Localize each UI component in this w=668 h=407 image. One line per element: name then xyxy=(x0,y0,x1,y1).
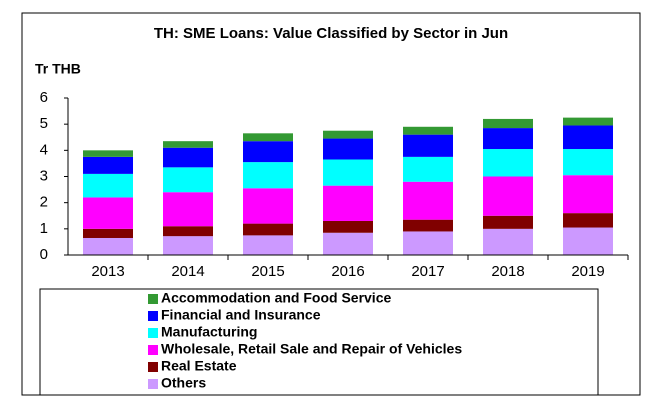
bar-segment xyxy=(243,188,293,224)
legend-label: Financial and Insurance xyxy=(161,307,321,323)
y-tick-label: 1 xyxy=(40,220,48,237)
bar-segment xyxy=(83,150,133,157)
bar-segment xyxy=(163,167,213,193)
bar-segment xyxy=(483,128,533,150)
bar-segment xyxy=(563,125,613,150)
bar-segment xyxy=(483,176,533,216)
bar-segment xyxy=(403,181,453,220)
bar-segment xyxy=(403,134,453,157)
bar-segment xyxy=(403,219,453,232)
bar-segment xyxy=(403,126,453,135)
bar-segment xyxy=(243,162,293,189)
bar-segment xyxy=(483,215,533,229)
bar-segment xyxy=(163,141,213,148)
bar-segment xyxy=(483,228,533,255)
bar-segment xyxy=(83,197,133,229)
y-tick-label: 0 xyxy=(40,246,48,263)
x-tick-label: 2018 xyxy=(491,263,524,280)
y-axis-label: Tr THB xyxy=(35,61,81,77)
legend-label: Real Estate xyxy=(161,358,237,374)
bar-segment xyxy=(563,149,613,176)
legend-swatch xyxy=(148,362,158,372)
bar-segment xyxy=(323,159,373,186)
bar-segment xyxy=(243,133,293,142)
x-tick-label: 2017 xyxy=(411,263,444,280)
bar-segment xyxy=(83,228,133,238)
legend-label: Others xyxy=(161,375,206,391)
legend-label: Manufacturing xyxy=(161,324,257,340)
bar-segment xyxy=(563,117,613,126)
legend-swatch xyxy=(148,294,158,304)
bar-segment xyxy=(323,138,373,160)
bar-segment xyxy=(563,227,613,255)
y-tick-label: 3 xyxy=(40,167,48,184)
x-tick-label: 2013 xyxy=(91,263,124,280)
bar-segment xyxy=(163,147,213,168)
bar-segment xyxy=(83,173,133,198)
bar-segment xyxy=(83,237,133,255)
x-tick-label: 2015 xyxy=(251,263,284,280)
x-tick-label: 2014 xyxy=(171,263,204,280)
legend-swatch xyxy=(148,379,158,389)
x-tick-label: 2019 xyxy=(571,263,604,280)
legend-swatch xyxy=(148,328,158,338)
bar-segment xyxy=(243,223,293,236)
bar-segment xyxy=(163,236,213,255)
y-tick-label: 6 xyxy=(40,89,48,106)
legend-label: Accommodation and Food Service xyxy=(161,290,391,306)
y-tick-label: 5 xyxy=(40,115,48,132)
y-tick-label: 2 xyxy=(40,194,48,211)
bar-segment xyxy=(483,118,533,129)
bar-segment xyxy=(243,235,293,255)
bar-segment xyxy=(403,231,453,255)
chart-title: TH: SME Loans: Value Classified by Secto… xyxy=(154,25,508,42)
legend-swatch xyxy=(148,345,158,355)
bar-segment xyxy=(323,130,373,139)
x-tick-label: 2016 xyxy=(331,263,364,280)
bar-segment xyxy=(483,149,533,177)
bar-segment xyxy=(563,175,613,214)
legend-label: Wholesale, Retail Sale and Repair of Veh… xyxy=(161,341,462,357)
bar-segment xyxy=(403,156,453,182)
bar-segment xyxy=(243,141,293,163)
bar-segment xyxy=(323,220,373,233)
y-tick-label: 4 xyxy=(40,141,48,158)
bar-segment xyxy=(163,226,213,237)
bar-segment xyxy=(323,185,373,221)
bar-segment xyxy=(323,232,373,255)
legend-box xyxy=(39,288,599,396)
bar-segment xyxy=(563,213,613,228)
bar-segment xyxy=(83,156,133,174)
bar-segment xyxy=(163,192,213,227)
legend-swatch xyxy=(148,311,158,321)
